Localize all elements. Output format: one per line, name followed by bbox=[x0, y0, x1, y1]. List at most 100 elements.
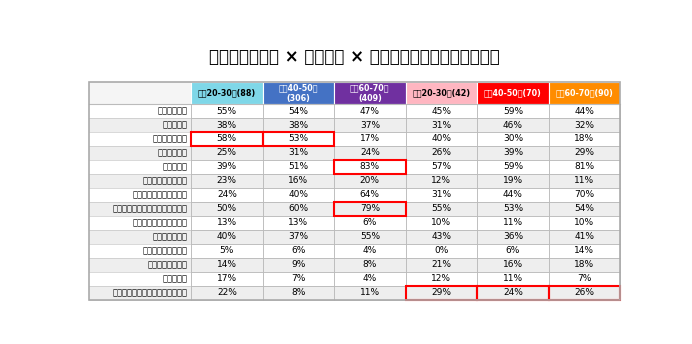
Bar bbox=[191, 174, 262, 188]
Text: 57%: 57% bbox=[431, 162, 451, 171]
Bar bbox=[334, 202, 406, 216]
Bar bbox=[262, 216, 334, 230]
Bar bbox=[334, 104, 406, 118]
Text: 女性40-50代(70): 女性40-50代(70) bbox=[484, 89, 542, 98]
Text: 女性60-70代(90): 女性60-70代(90) bbox=[556, 89, 613, 98]
Text: 22%: 22% bbox=[217, 288, 237, 297]
Text: 55%: 55% bbox=[360, 232, 380, 241]
Bar bbox=[262, 82, 334, 104]
Text: 中高年がやっている: 中高年がやっている bbox=[143, 176, 188, 185]
Text: マナー・ルールが難しい: マナー・ルールが難しい bbox=[133, 218, 188, 227]
Text: 55%: 55% bbox=[217, 107, 237, 116]
Bar bbox=[549, 82, 620, 104]
Text: 13%: 13% bbox=[289, 218, 309, 227]
Text: 21%: 21% bbox=[431, 260, 451, 269]
Text: 4%: 4% bbox=[363, 274, 377, 283]
Bar bbox=[262, 272, 334, 286]
Text: 10%: 10% bbox=[431, 218, 451, 227]
Text: 83%: 83% bbox=[360, 162, 380, 171]
Bar bbox=[262, 132, 334, 146]
Text: お金がかかる: お金がかかる bbox=[158, 107, 188, 116]
Text: 53%: 53% bbox=[289, 135, 309, 143]
Text: 環境破壊問題がある: 環境破壊問題がある bbox=[143, 246, 188, 255]
Bar bbox=[549, 104, 620, 118]
Text: 8%: 8% bbox=[363, 260, 377, 269]
Bar bbox=[477, 272, 549, 286]
Text: 14%: 14% bbox=[217, 260, 237, 269]
Bar bbox=[262, 258, 334, 272]
Text: 40%: 40% bbox=[431, 135, 451, 143]
Bar bbox=[334, 82, 406, 104]
Bar bbox=[549, 258, 620, 272]
Bar bbox=[549, 230, 620, 244]
Text: 41%: 41% bbox=[574, 232, 594, 241]
Text: 79%: 79% bbox=[360, 204, 380, 213]
Text: 男性60-70代
(409): 男性60-70代 (409) bbox=[350, 84, 390, 103]
Bar bbox=[262, 160, 334, 174]
Bar bbox=[191, 104, 262, 118]
Bar bbox=[477, 216, 549, 230]
Text: 26%: 26% bbox=[574, 288, 594, 297]
Text: 11%: 11% bbox=[360, 288, 380, 297]
Bar bbox=[477, 82, 549, 104]
Bar bbox=[191, 132, 262, 146]
Bar bbox=[191, 82, 262, 104]
Text: 7%: 7% bbox=[577, 274, 592, 283]
Text: 【　ゴルファー × 性年代別 × ゴルフに対するイメージ　】: 【 ゴルファー × 性年代別 × ゴルフに対するイメージ 】 bbox=[209, 48, 500, 66]
Bar bbox=[262, 286, 334, 300]
Text: 59%: 59% bbox=[503, 162, 523, 171]
Bar bbox=[549, 174, 620, 188]
Text: 23%: 23% bbox=[217, 176, 237, 185]
Text: 38%: 38% bbox=[289, 120, 309, 129]
Bar bbox=[262, 104, 334, 118]
Bar bbox=[406, 244, 477, 258]
Bar bbox=[89, 258, 620, 272]
Bar bbox=[549, 216, 620, 230]
Bar bbox=[477, 104, 549, 118]
Bar bbox=[334, 244, 406, 258]
Text: 59%: 59% bbox=[503, 107, 523, 116]
Text: 29%: 29% bbox=[574, 148, 594, 158]
Text: 44%: 44% bbox=[574, 107, 594, 116]
Bar bbox=[334, 146, 406, 160]
Text: 12%: 12% bbox=[431, 176, 451, 185]
Text: 53%: 53% bbox=[503, 204, 523, 213]
Bar bbox=[406, 146, 477, 160]
Bar bbox=[477, 202, 549, 216]
Text: 54%: 54% bbox=[289, 107, 309, 116]
Bar bbox=[549, 244, 620, 258]
Bar bbox=[477, 174, 549, 188]
Text: 70%: 70% bbox=[574, 190, 594, 199]
Bar bbox=[477, 188, 549, 202]
Bar bbox=[191, 230, 262, 244]
Text: 55%: 55% bbox=[431, 204, 451, 213]
Bar bbox=[406, 286, 477, 300]
Bar bbox=[89, 188, 620, 202]
Bar bbox=[334, 216, 406, 230]
Bar bbox=[549, 132, 620, 146]
Bar bbox=[477, 244, 549, 258]
Text: 18%: 18% bbox=[574, 135, 594, 143]
Bar bbox=[406, 82, 477, 104]
Bar bbox=[89, 104, 620, 118]
Bar bbox=[334, 286, 406, 300]
Bar bbox=[334, 258, 406, 272]
Text: 9%: 9% bbox=[291, 260, 306, 269]
Bar bbox=[334, 174, 406, 188]
Bar bbox=[262, 174, 334, 188]
Text: 37%: 37% bbox=[360, 120, 380, 129]
Bar bbox=[89, 286, 620, 300]
Text: 30%: 30% bbox=[503, 135, 523, 143]
Bar bbox=[477, 160, 549, 174]
Text: 6%: 6% bbox=[291, 246, 306, 255]
Text: 31%: 31% bbox=[289, 148, 309, 158]
Text: ステータスがある: ステータスがある bbox=[148, 260, 188, 269]
Bar bbox=[89, 82, 620, 300]
Text: 10%: 10% bbox=[574, 218, 594, 227]
Bar bbox=[191, 258, 262, 272]
Bar bbox=[191, 160, 262, 174]
Bar bbox=[334, 132, 406, 146]
Text: 女性20-30代(42): 女性20-30代(42) bbox=[412, 89, 471, 98]
Bar bbox=[549, 272, 620, 286]
Text: 7%: 7% bbox=[291, 274, 306, 283]
